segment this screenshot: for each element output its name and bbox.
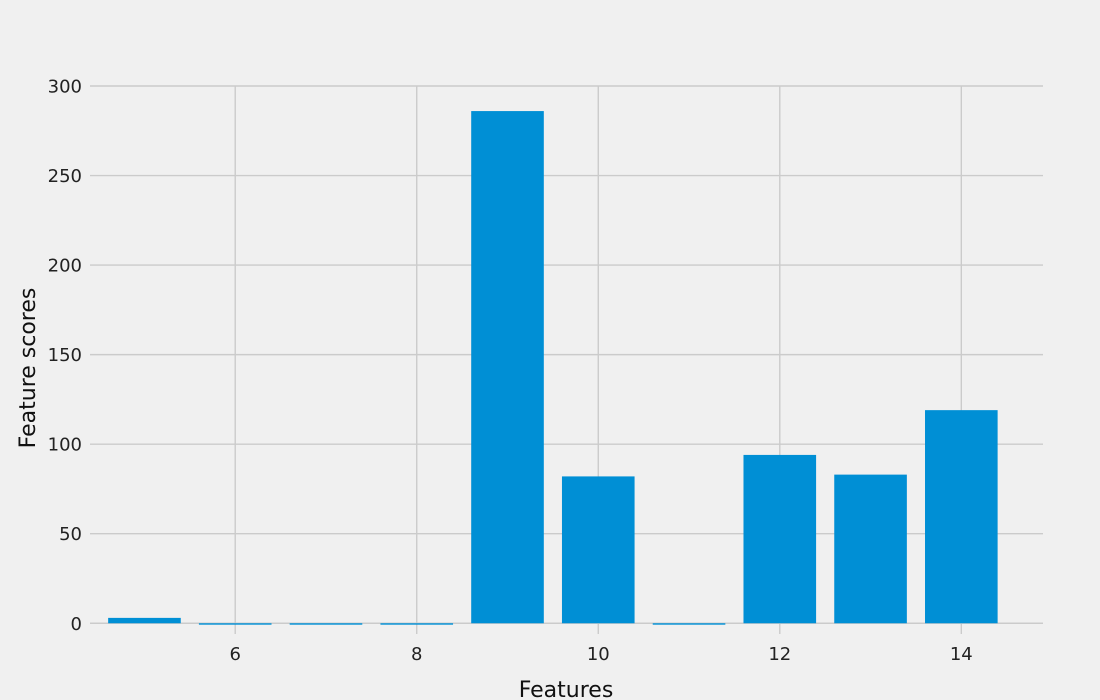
bars-layer bbox=[108, 111, 998, 625]
bar bbox=[925, 410, 998, 624]
x-tick-label: 8 bbox=[411, 644, 422, 665]
y-tick-label: 300 bbox=[48, 77, 82, 98]
grid-layer bbox=[90, 85, 1043, 634]
bar bbox=[380, 623, 454, 625]
bar bbox=[471, 111, 544, 624]
bar bbox=[561, 476, 635, 624]
bar bbox=[108, 617, 181, 624]
x-tick-label: 10 bbox=[587, 644, 610, 665]
x-tick-label: 14 bbox=[950, 644, 973, 665]
y-tick-label: 50 bbox=[59, 524, 82, 545]
y-tick-label: 150 bbox=[48, 345, 82, 366]
bar bbox=[743, 454, 817, 624]
y-tick-label: 100 bbox=[48, 435, 82, 456]
y-tick-label: 250 bbox=[48, 166, 82, 187]
bar bbox=[652, 623, 726, 625]
tick-labels: 0 50 100 150 200 250 300 6 8 10 12 14 bbox=[48, 77, 973, 666]
y-tick-label: 0 bbox=[71, 614, 82, 635]
bar bbox=[289, 623, 363, 625]
bar bbox=[834, 474, 907, 624]
x-axis-title: Features bbox=[519, 678, 614, 700]
x-tick-label: 6 bbox=[229, 644, 240, 665]
x-tick-label: 12 bbox=[768, 644, 791, 665]
y-tick-label: 200 bbox=[48, 256, 82, 277]
y-axis-title: Feature scores bbox=[16, 288, 41, 449]
bar bbox=[198, 623, 272, 625]
